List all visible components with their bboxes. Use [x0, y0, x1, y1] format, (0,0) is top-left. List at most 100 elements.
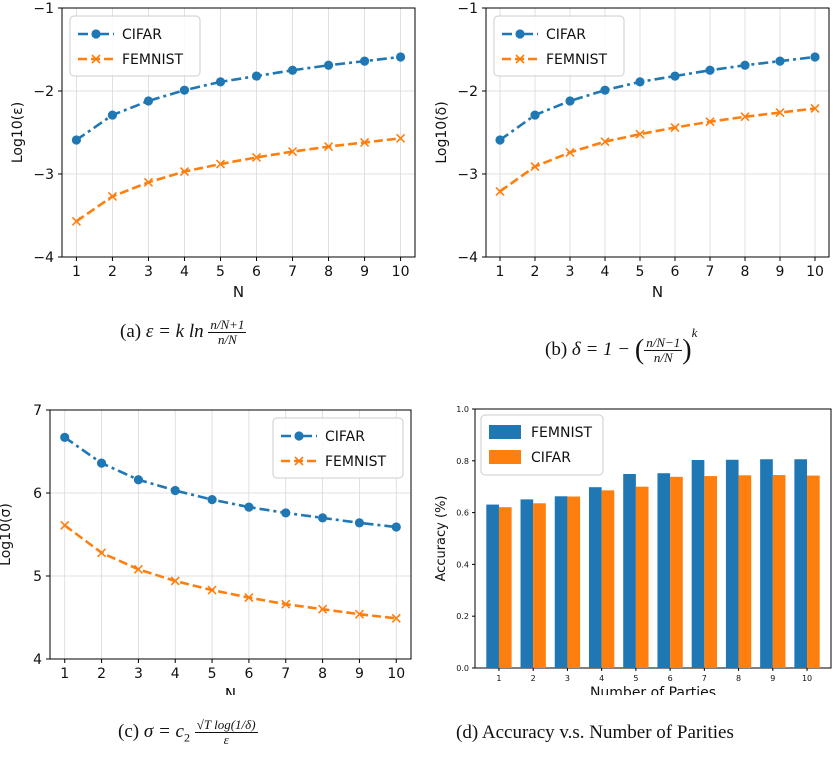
x-tick-label: 10 — [392, 264, 410, 280]
data-point-femnist — [107, 191, 117, 201]
x-axis-label: N — [652, 283, 663, 300]
series-line-cifar — [499, 55, 816, 142]
x-axis-label: N — [233, 283, 244, 300]
x-tick-label: 6 — [668, 674, 673, 683]
legend-marker — [91, 54, 101, 64]
data-point-cifar — [359, 56, 370, 66]
data-point-femnist — [360, 137, 370, 148]
y-tick-label: 5 — [33, 569, 42, 585]
x-tick-label: 3 — [566, 264, 575, 280]
x-tick-label: 4 — [171, 666, 180, 682]
chart-c-sigma: 1 2 3 4 5 6 7 8 9 10 4 5 6 7 N Log10(σ) CIFAR FEMNIST — [0, 403, 412, 695]
data-point-femnist — [318, 604, 328, 614]
data-point-femnist — [705, 117, 715, 127]
data-point-femnist — [287, 147, 298, 157]
legend-marker — [515, 54, 525, 64]
caption-c-lhs: σ = c — [143, 720, 184, 742]
bar-femnist — [623, 474, 636, 668]
data-point-femnist — [391, 613, 401, 623]
caption-a-lhs: ε = k ln — [145, 320, 209, 342]
y-tick-label: −4 — [457, 250, 478, 266]
x-tick-label: 6 — [244, 666, 253, 682]
data-point-cifar — [244, 502, 254, 512]
bar-femnist — [691, 460, 705, 668]
caption-c: (c) σ = c2 √T log(1/δ) ε — [118, 718, 258, 747]
legend-label-femnist: FEMNIST — [546, 52, 607, 68]
y-tick-label: −1 — [457, 1, 478, 17]
data-point-femnist — [530, 161, 540, 172]
data-point-cifar — [565, 96, 575, 106]
series-line-cifar — [63, 436, 397, 529]
legend-swatch-cifar — [489, 450, 521, 464]
x-tick-label: 8 — [318, 666, 327, 682]
x-tick-label: 1 — [496, 674, 501, 683]
chart-d-accuracy: 1 2 3 4 5 6 7 8 9 10 0.0 0.2 0.4 0.6 0.8 1.0 Number of P… — [434, 405, 832, 695]
data-point-femnist — [740, 112, 750, 122]
x-tick-label: 9 — [770, 674, 775, 683]
caption-c-sub: 2 — [183, 730, 190, 745]
bar-cifar — [772, 475, 786, 668]
data-point-cifar — [317, 513, 328, 523]
series-line-femnist — [75, 137, 401, 223]
caption-d: (d) Accuracy v.s. Number of Parities — [456, 722, 734, 744]
x-tick-label: 3 — [565, 674, 570, 683]
y-tick-label: 7 — [33, 403, 42, 419]
x-tick-label: 7 — [706, 264, 715, 280]
legend: FEMNIST CIFAR — [480, 414, 604, 476]
data-point-femnist — [281, 599, 291, 609]
caption-b-prefix: (b) — [545, 339, 572, 360]
x-tick-label: 4 — [599, 674, 604, 683]
data-point-cifar — [287, 65, 298, 75]
data-point-femnist — [635, 129, 645, 139]
bar-femnist — [486, 504, 499, 668]
y-tick-label: 0.4 — [456, 560, 469, 569]
data-point-cifar — [740, 60, 750, 70]
bar-cifar — [704, 476, 718, 668]
bar-cifar — [567, 496, 581, 668]
data-point-cifar — [251, 71, 262, 81]
plot-frame — [474, 408, 832, 669]
y-tick-label: −2 — [457, 84, 478, 100]
legend-label-femnist: FEMNIST — [325, 454, 386, 470]
y-tick-label: 0.8 — [456, 457, 469, 466]
data-point-cifar — [107, 110, 118, 120]
bar-femnist — [520, 499, 534, 668]
legend-box — [480, 414, 604, 476]
plot-frame — [49, 409, 412, 660]
x-tick-label: 2 — [97, 666, 106, 682]
legend: CIFAR FEMNIST — [69, 15, 201, 77]
x-tick-label: 9 — [360, 264, 369, 280]
legend: CIFAR FEMNIST — [272, 417, 404, 479]
y-tick-label: 6 — [33, 486, 42, 502]
y-tick-label: 4 — [33, 652, 42, 668]
data-point-cifar — [71, 135, 82, 145]
x-tick-label: 9 — [776, 264, 785, 280]
x-tick-label: 5 — [636, 264, 645, 280]
x-tick-label: 2 — [108, 264, 117, 280]
caption-b-den: n/N — [653, 350, 673, 366]
plot-frame — [485, 7, 830, 258]
bar-femnist — [794, 459, 808, 668]
data-point-femnist — [71, 216, 81, 226]
bar-cifar — [670, 476, 683, 668]
data-point-femnist — [170, 576, 180, 586]
y-axis-label: Accuracy (%) — [434, 496, 449, 582]
series-line-femnist — [63, 524, 397, 620]
data-point-cifar — [670, 71, 680, 81]
data-point-cifar — [810, 52, 820, 62]
x-tick-label: 10 — [806, 264, 824, 280]
x-tick-label: 6 — [252, 264, 261, 280]
legend-marker — [294, 456, 304, 466]
y-tick-label: −4 — [33, 250, 54, 266]
legend-marker — [515, 29, 525, 39]
data-point-cifar — [323, 60, 334, 70]
data-point-cifar — [705, 65, 715, 75]
x-tick-label: 7 — [281, 666, 290, 682]
caption-c-num: √T log(1/δ) — [194, 717, 258, 733]
caption-c-den: ε — [223, 732, 229, 747]
series-line-femnist — [499, 107, 816, 193]
data-point-femnist — [133, 564, 143, 574]
data-point-cifar — [179, 85, 190, 95]
y-tick-label: −2 — [33, 84, 54, 100]
data-point-cifar — [96, 458, 107, 468]
